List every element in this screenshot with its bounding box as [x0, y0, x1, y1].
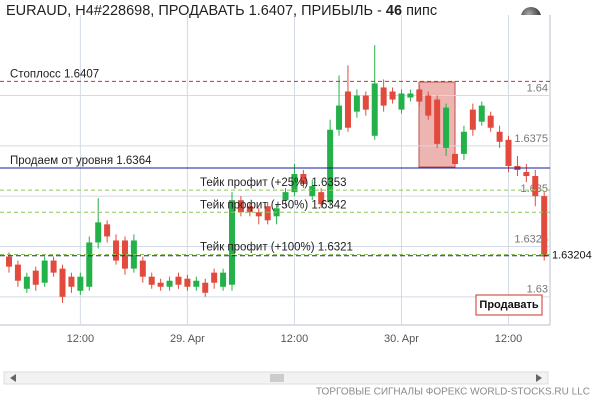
candle-body: [425, 95, 432, 116]
candle-body: [77, 276, 84, 291]
candle-body: [336, 105, 343, 130]
candle-body: [514, 165, 521, 170]
candle-body: [469, 109, 476, 130]
candle-body: [344, 91, 351, 128]
candle-body: [237, 200, 244, 213]
candle-body: [309, 186, 316, 197]
candle-body: [371, 83, 378, 136]
candle-body: [353, 95, 360, 112]
candle-body: [416, 89, 423, 102]
candle-body: [95, 222, 102, 243]
profit-unit: пипс: [406, 3, 438, 19]
x-tick-label: 12:00: [495, 333, 523, 345]
candle-body: [113, 240, 120, 261]
y-tick-label: 1.6375: [514, 133, 548, 145]
level-label: Тейк профит (+50%) 1.6342: [200, 199, 347, 211]
current-price-label: 1.63204: [552, 250, 592, 262]
globe-icon: [521, 7, 541, 27]
scroll-right[interactable]: [536, 374, 542, 382]
candle-body: [443, 107, 450, 148]
candle-body: [23, 276, 30, 289]
x-tick-label: 30. Apr: [384, 333, 419, 345]
sell-button[interactable]: Продавать: [475, 294, 543, 316]
candle-body: [6, 256, 12, 267]
candle-body: [121, 240, 128, 269]
header: EURAUD, H4#228698, ПРОДАВАТЬ 1.6407, ПРИ…: [6, 3, 437, 19]
candle-body: [193, 280, 200, 287]
candle-body: [407, 93, 414, 98]
candle-body: [318, 192, 325, 205]
candle-body: [255, 212, 262, 217]
candle-body: [478, 105, 485, 122]
x-tick-label: 29. Apr: [170, 333, 205, 345]
candle-body: [327, 129, 334, 203]
candle-body: [68, 276, 75, 287]
y-tick-label: 1.63: [527, 284, 548, 296]
sell-button-box[interactable]: [475, 294, 543, 316]
level-label: Тейк профит (+25%) 1.6353: [200, 177, 347, 189]
scroll-thumb[interactable]: [270, 374, 284, 382]
candle-body: [389, 91, 396, 100]
level-label: Стоплосс 1.6407: [10, 68, 99, 80]
x-tick-label: 12:00: [281, 333, 309, 345]
candle-body: [139, 260, 146, 277]
scrollbar[interactable]: [3, 371, 549, 385]
candle-body: [229, 200, 235, 285]
candle-body: [523, 172, 530, 177]
candle-body: [202, 282, 209, 293]
scroll-track[interactable]: [3, 371, 549, 385]
candle-body: [273, 208, 280, 217]
candle-body: [264, 206, 271, 221]
candle-body: [246, 206, 253, 213]
y-tick-label: 1.6325: [514, 233, 548, 245]
candle-body: [380, 87, 387, 106]
y-tick-label: 1.64: [527, 82, 548, 94]
level-label: Тейк профит (+100%) 1.6321: [200, 242, 353, 254]
candle-body: [41, 260, 48, 283]
x-tick-label: 12:00: [67, 333, 95, 345]
candle-body: [50, 260, 57, 273]
candle-body: [362, 95, 369, 110]
candle-body: [220, 272, 227, 287]
candle-body: [211, 272, 218, 283]
candle-body: [175, 276, 182, 285]
candle-body: [460, 131, 467, 154]
candle-body: [14, 264, 21, 281]
candle-body: [184, 278, 191, 287]
title: EURAUD, H4#228698, ПРОДАВАТЬ 1.6407, ПРИ…: [6, 3, 382, 19]
footer: ТОРГОВЫЕ СИГНАЛЫ ФОРЕКС WORLD-STOCKS.RU …: [316, 387, 590, 398]
candle-body: [541, 196, 548, 257]
sell-button-label[interactable]: Продавать: [479, 299, 538, 311]
candle-body: [130, 240, 137, 269]
candle-body: [434, 99, 441, 144]
candle-body: [59, 268, 66, 297]
candle-body: [532, 176, 539, 197]
scroll-left[interactable]: [10, 374, 16, 382]
candle-body: [505, 139, 512, 166]
candle-body: [496, 131, 503, 142]
plot-area: [0, 15, 550, 325]
candle-body: [86, 242, 93, 287]
candle-body: [452, 153, 458, 164]
candle-body: [104, 224, 111, 237]
y-tick-label: 1.635: [520, 183, 548, 195]
candle-body: [148, 276, 155, 285]
candle-body: [32, 270, 39, 285]
level-label: Продаем от уровня 1.6364: [10, 155, 152, 167]
candle-body: [157, 282, 164, 287]
candle-body: [300, 174, 307, 185]
entry-zone: [418, 81, 456, 168]
candle-body: [166, 280, 173, 287]
profit-value: 46: [385, 3, 403, 19]
candle-body: [282, 192, 289, 201]
candle-body: [291, 174, 298, 193]
candle-body: [487, 115, 494, 128]
candle-body: [398, 93, 405, 110]
